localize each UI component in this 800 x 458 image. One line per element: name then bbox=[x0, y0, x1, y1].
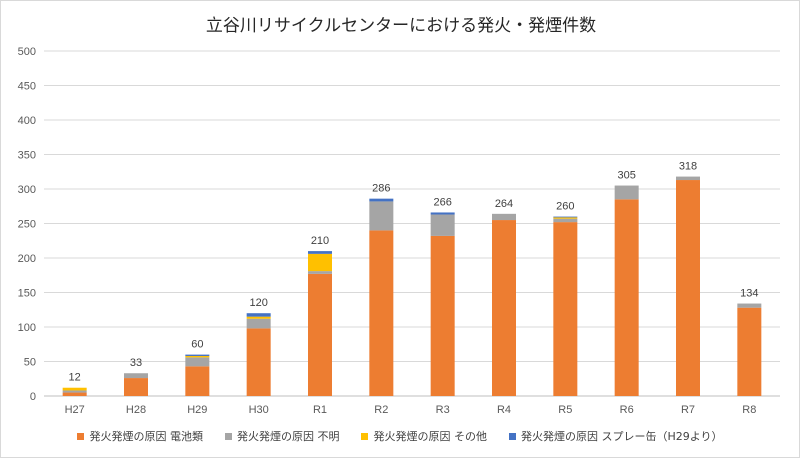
bar-segment-R4-series-1 bbox=[492, 220, 516, 396]
legend-swatch bbox=[361, 432, 369, 440]
bar-segment-R1-series-3 bbox=[308, 253, 332, 272]
bar-segment-R8-series-2 bbox=[737, 303, 762, 308]
y-tick-label: 400 bbox=[18, 115, 36, 127]
bar-segment-R7-series-2 bbox=[676, 176, 700, 181]
y-tick-label: 350 bbox=[18, 150, 36, 162]
total-label-R4: 264 bbox=[495, 198, 513, 210]
y-tick-label: 450 bbox=[18, 81, 36, 93]
bar-segment-R2-series-2 bbox=[369, 201, 394, 231]
legend-swatch bbox=[508, 432, 516, 440]
total-label-R3: 266 bbox=[433, 196, 451, 208]
x-tick-label: R5 bbox=[558, 404, 572, 416]
bar-segment-R6-series-2 bbox=[614, 185, 639, 200]
bar-segment-R3-series-2 bbox=[430, 214, 455, 236]
x-tick-label: H28 bbox=[126, 404, 146, 416]
bar-segment-R8-series-1 bbox=[737, 307, 762, 396]
legend-label: 発火発煙の原因 電池類 bbox=[89, 430, 203, 443]
total-label-R8: 134 bbox=[740, 288, 758, 300]
bar-segment-H29-series-3 bbox=[185, 355, 210, 358]
bar-segment-R5-series-3 bbox=[553, 217, 578, 219]
bar-segment-R1-series-4 bbox=[308, 251, 332, 254]
y-tick-label: 300 bbox=[18, 184, 36, 196]
x-tick-label: R7 bbox=[681, 404, 695, 416]
total-label-H30: 120 bbox=[249, 297, 267, 309]
y-tick-label: 200 bbox=[18, 253, 36, 265]
bar-segment-H28-series-2 bbox=[124, 373, 148, 379]
bar-segment-H30-series-2 bbox=[246, 318, 271, 329]
y-tick-label: 500 bbox=[18, 46, 36, 58]
bar-segment-H29-series-2 bbox=[185, 357, 210, 367]
bar-segment-H27-series-3 bbox=[62, 387, 87, 391]
bar-segment-H28-series-1 bbox=[124, 378, 148, 396]
bar-segment-R5-series-1 bbox=[553, 222, 578, 396]
legend-item: 発火発煙の原因 不明 bbox=[224, 428, 340, 444]
legend-label: 発火発煙の原因 不明 bbox=[236, 430, 340, 443]
bar-segment-H29-series-1 bbox=[185, 366, 210, 396]
total-label-R1: 210 bbox=[311, 235, 329, 247]
x-tick-label: R1 bbox=[313, 404, 327, 416]
legend-label: 発火発煙の原因 その他 bbox=[373, 430, 487, 443]
x-tick-label: R8 bbox=[742, 404, 756, 416]
total-label-R2: 286 bbox=[372, 183, 390, 195]
bar-segment-R7-series-1 bbox=[676, 180, 700, 396]
x-tick-label: R2 bbox=[374, 404, 388, 416]
bar-segment-R1-series-1 bbox=[308, 273, 332, 396]
legend-item: 発火発煙の原因 スプレー缶（H29より） bbox=[508, 428, 723, 444]
bar-segment-R6-series-1 bbox=[614, 199, 639, 396]
y-tick-label: 0 bbox=[30, 391, 36, 403]
legend-swatch bbox=[224, 432, 232, 440]
legend-item: 発火発煙の原因 電池類 bbox=[77, 428, 203, 444]
bar-segment-R5-series-4 bbox=[553, 216, 578, 218]
x-tick-label: R6 bbox=[620, 404, 634, 416]
total-label-H29: 60 bbox=[191, 339, 203, 351]
total-label-H28: 33 bbox=[130, 357, 142, 369]
total-label-H27: 12 bbox=[69, 372, 81, 384]
bar-segment-R4-series-2 bbox=[492, 213, 516, 221]
bar-segment-R5-series-2 bbox=[553, 218, 578, 223]
chart-legend: 発火発煙の原因 電池類 発火発煙の原因 不明 発火発煙の原因 その他 発火発煙の原因 … bbox=[0, 428, 800, 444]
y-tick-label: 50 bbox=[24, 357, 36, 369]
bar-segment-H30-series-3 bbox=[246, 316, 271, 319]
x-tick-label: R3 bbox=[436, 404, 450, 416]
x-tick-label: H30 bbox=[249, 404, 269, 416]
bar-segment-R1-series-2 bbox=[308, 271, 332, 274]
legend-swatch bbox=[77, 432, 85, 440]
bar-segment-H29-series-4 bbox=[185, 354, 210, 356]
bar-segment-R3-series-4 bbox=[430, 212, 455, 215]
y-tick-label: 250 bbox=[18, 219, 36, 231]
bar-segment-R2-series-1 bbox=[369, 230, 394, 396]
y-tick-label: 150 bbox=[18, 288, 36, 300]
total-label-R6: 305 bbox=[617, 170, 635, 182]
bar-segment-H27-series-1 bbox=[62, 392, 87, 396]
total-label-R5: 260 bbox=[556, 201, 574, 213]
x-tick-label: R4 bbox=[497, 404, 511, 416]
bar-segment-H27-series-2 bbox=[62, 390, 87, 393]
legend-label: 発火発煙の原因 スプレー缶（H29より） bbox=[520, 430, 723, 443]
y-tick-label: 100 bbox=[18, 322, 36, 334]
x-tick-label: H27 bbox=[65, 404, 85, 416]
bar-segment-H30-series-4 bbox=[246, 313, 271, 317]
total-label-R7: 318 bbox=[679, 161, 697, 173]
bar-segment-R3-series-1 bbox=[430, 235, 455, 396]
legend-item: 発火発煙の原因 その他 bbox=[361, 428, 487, 444]
bar-segment-R2-series-4 bbox=[369, 198, 394, 202]
bar-segment-H30-series-1 bbox=[246, 328, 271, 396]
x-tick-label: H29 bbox=[187, 404, 207, 416]
chart-title: 立谷川リサイクルセンターにおける発火・発煙件数 bbox=[205, 16, 597, 36]
